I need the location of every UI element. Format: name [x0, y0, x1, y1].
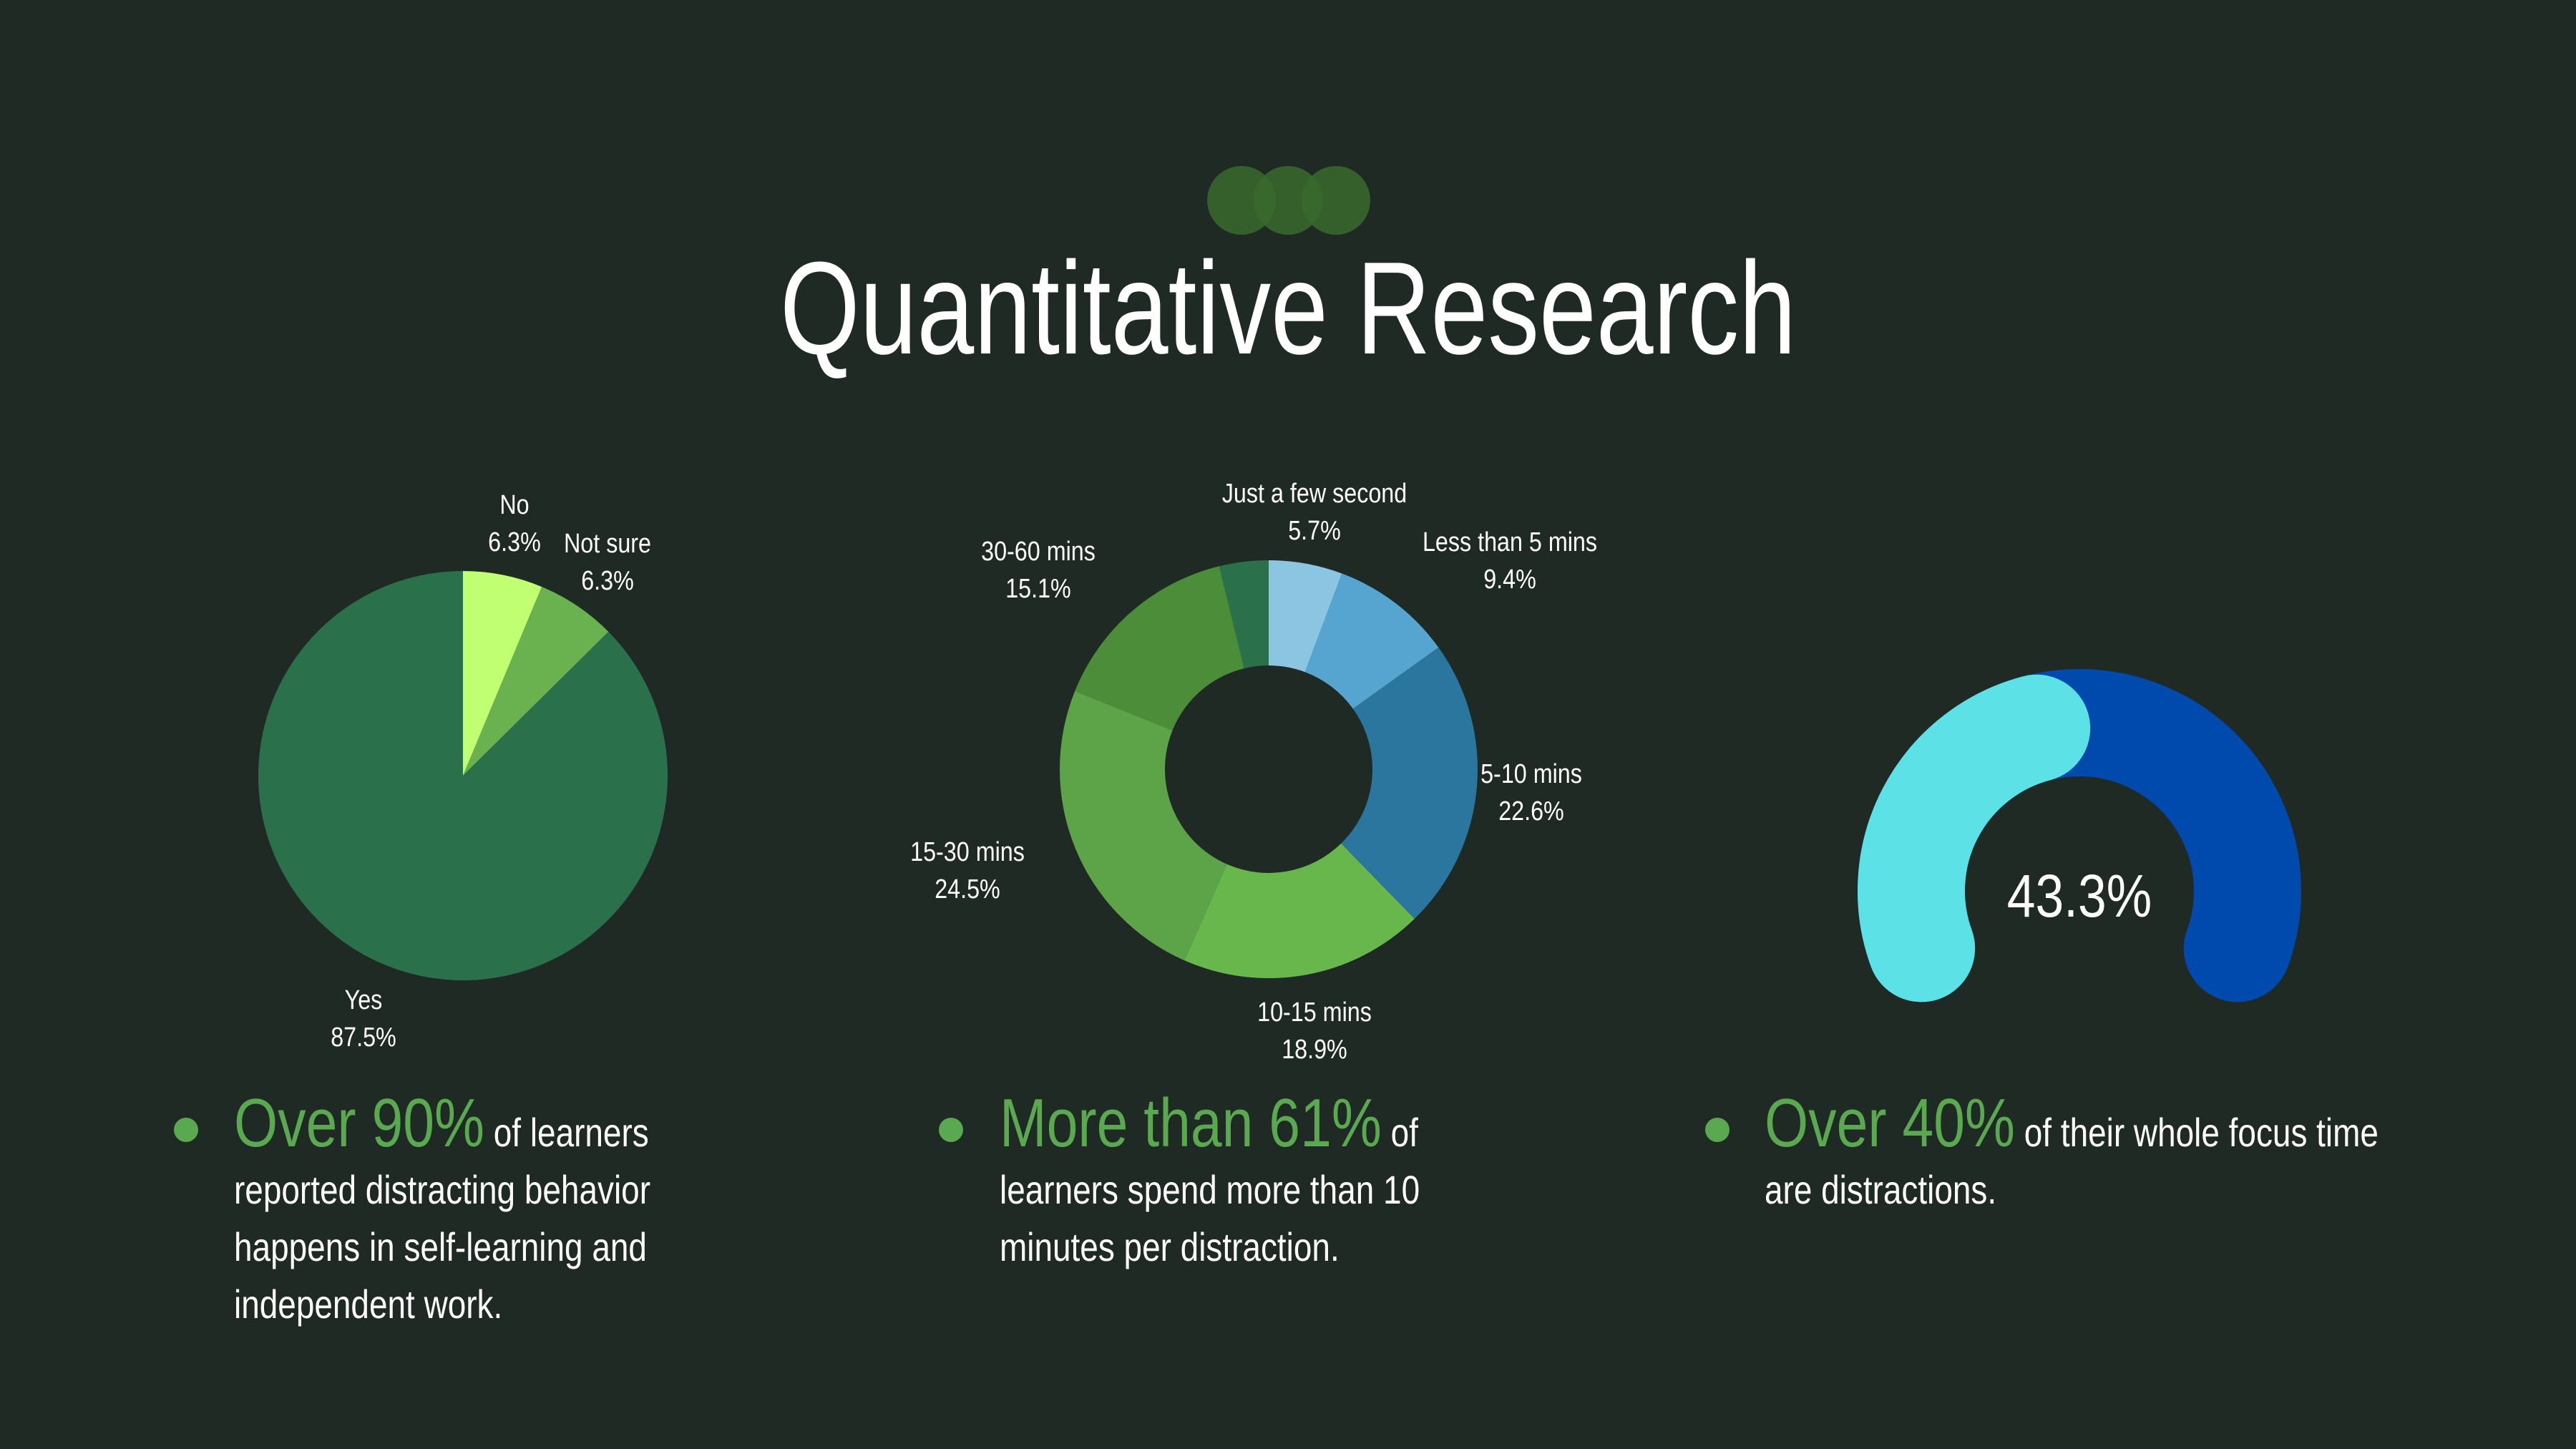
charts-area: No 6.3% Not sure 6.3% Yes 87.5% Just a few se… [258, 479, 2301, 1065]
donut-label-1: Less than 5 mins 9.4% [1423, 527, 1597, 595]
dot-2 [1254, 166, 1322, 235]
donut-slice-4 [1060, 691, 1227, 961]
donut-slice-0 [1269, 560, 1342, 673]
caption-1-text: of learners reported distracting behavio… [234, 1110, 650, 1327]
caption-1: Over 90% of learners reported distractin… [234, 1089, 762, 1333]
bullet-2 [939, 1118, 963, 1142]
pie1-label-2: Yes 87.5% [331, 985, 396, 1053]
donut-label-5: 30-60 mins 15.1% [981, 537, 1096, 604]
donut-slice-5 [1075, 566, 1244, 731]
pie1-slice-2 [258, 571, 668, 980]
donut-label-4: 15-30 mins 24.5% [910, 837, 1025, 904]
gauge-chart-focus-time: 43.3% [1858, 669, 2301, 1002]
gauge-value-label: 43.3% [2007, 862, 2152, 930]
caption-2-highlight: More than 61% [1000, 1085, 1382, 1161]
caption-3-text: of their whole focus time are distractio… [1765, 1110, 2379, 1212]
caption-3: Over 40% of their whole focus time are d… [1765, 1089, 2386, 1219]
caption-1-highlight: Over 90% [234, 1085, 485, 1161]
bullet-3 [1705, 1118, 1729, 1142]
donut-label-3: 10-15 mins 18.9% [1257, 997, 1372, 1065]
caption-2-text: of learners spend more than 10 minutes p… [1000, 1110, 1420, 1269]
donut-chart-distraction-duration: Just a few second 5.7% Less than 5 mins 9.4… [910, 479, 1597, 1065]
pie-chart-self-learning: No 6.3% Not sure 6.3% Yes 87.5% [258, 490, 668, 1053]
gauge-value-arc [1858, 674, 2091, 1002]
donut-label-2: 5-10 mins 22.6% [1480, 759, 1582, 826]
decorative-dots [1207, 166, 1370, 235]
donut-slice-1 [1304, 573, 1439, 709]
donut-slice-2 [1341, 647, 1478, 919]
bullet-1 [174, 1118, 198, 1142]
pie1-slice-1 [463, 587, 609, 776]
pie1-label-0: No 6.3% [488, 490, 541, 557]
pie1-label-1: Not sure 6.3% [564, 529, 651, 596]
pie1-slice-0 [463, 571, 542, 776]
dot-3 [1302, 166, 1370, 235]
donut-slice-3 [1184, 843, 1415, 978]
donut-label-0: Just a few second 5.7% [1222, 479, 1407, 546]
page-title: Quantitative Research [779, 234, 1796, 381]
caption-3-highlight: Over 40% [1765, 1085, 2016, 1161]
donut-slice-6 [1219, 560, 1269, 669]
caption-2: More than 61% of learners spend more tha… [1000, 1089, 1510, 1276]
